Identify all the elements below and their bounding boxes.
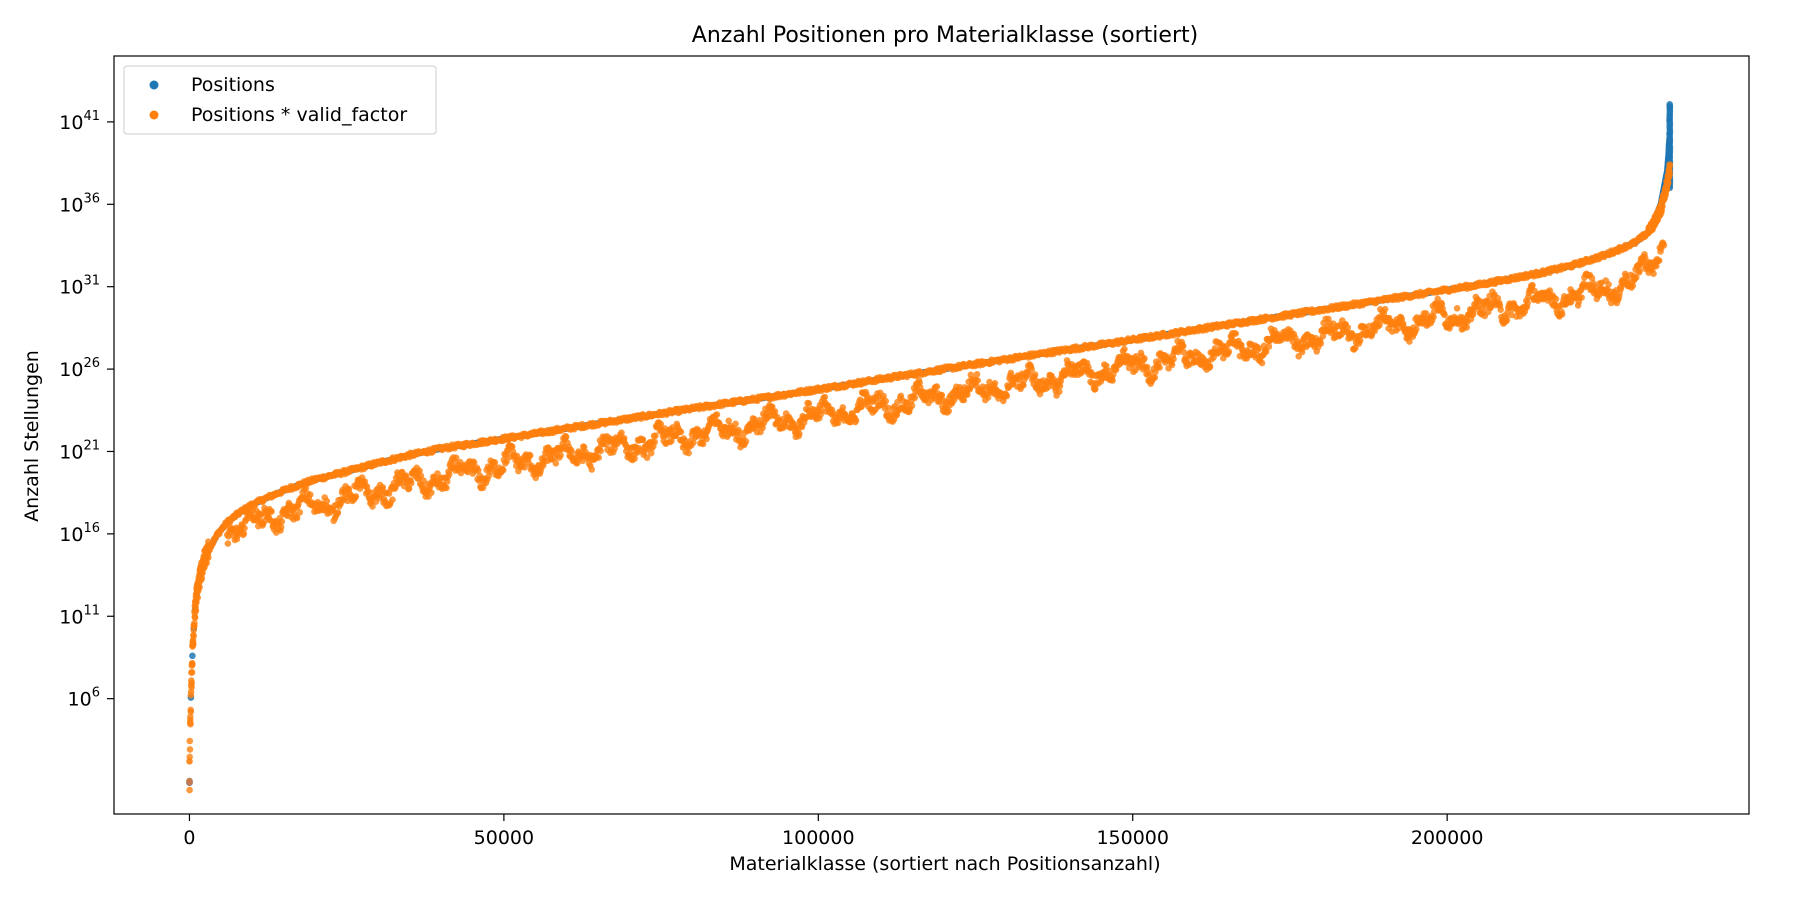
positions-valid-point (852, 417, 860, 424)
positions-valid-point (732, 420, 739, 428)
positions-valid-point (268, 508, 275, 515)
positions-valid-point (685, 449, 692, 457)
positions-valid-point (1003, 392, 1011, 400)
positions-valid-point (302, 484, 310, 492)
positions-valid-point (557, 451, 564, 459)
positions-valid-point (389, 496, 396, 504)
positions-valid-point (1156, 364, 1163, 371)
positions-valid-point (1381, 305, 1389, 313)
positions-valid-point (190, 641, 197, 648)
positions-valid-point (205, 554, 212, 561)
positions-valid-point (296, 509, 304, 516)
positions-valid-point (1258, 359, 1266, 367)
chart-title: Anzahl Positionen pro Materialklasse (so… (692, 23, 1198, 48)
positions-valid-point (323, 497, 331, 505)
positions-valid-point (1666, 172, 1673, 179)
positions-valid-point (713, 411, 721, 418)
positions-valid-point (1151, 374, 1159, 381)
positions-valid-point (568, 448, 575, 456)
plot-area (113, 55, 1750, 815)
positions-valid-point (974, 377, 981, 384)
positions-valid-point (651, 438, 658, 446)
positions-valid-point (1031, 371, 1039, 378)
positions-valid-point (677, 428, 685, 436)
positions-valid-point (379, 484, 387, 491)
positions-valid-point (805, 400, 813, 407)
positions-valid-point (186, 786, 193, 794)
positions-valid-point (1659, 202, 1666, 210)
positions-valid-point (188, 679, 195, 687)
positions-valid-point (191, 614, 199, 621)
positions-valid-point (552, 460, 560, 467)
positions-valid-point (1225, 348, 1233, 355)
positions-valid-point (1056, 388, 1063, 396)
positions-valid-point (821, 393, 829, 401)
positions-valid-point (1109, 377, 1116, 384)
positions-valid-point (911, 394, 919, 402)
positions-valid-point (945, 407, 952, 415)
positions-valid-point (1121, 345, 1128, 353)
positions-valid-point (443, 484, 450, 492)
positions-valid-point (933, 383, 941, 390)
positions-valid-point (188, 669, 196, 676)
positions-valid-point (499, 466, 507, 474)
positions-valid-point (196, 583, 203, 591)
positions-valid-point (241, 524, 248, 532)
positions-valid-point (908, 402, 916, 410)
positions-valid-point (1356, 337, 1364, 344)
plot-frame (113, 55, 1750, 815)
positions-valid-point (407, 479, 415, 487)
positions-valid-point (1170, 355, 1177, 363)
positions-valid-point (352, 493, 360, 500)
positions-valid-point (1265, 343, 1273, 350)
positions-valid-point (491, 459, 499, 466)
positions-valid-point (1206, 363, 1214, 370)
positions-point (189, 652, 196, 660)
positions-valid-point (597, 447, 604, 455)
positions-valid-point (526, 452, 534, 460)
positions-valid-point (334, 509, 342, 516)
positions-valid-point (194, 594, 201, 601)
positions-valid-point (187, 720, 194, 728)
positions-valid-point (248, 501, 256, 509)
positions-valid-point (595, 454, 602, 461)
positions-valid-point (1143, 363, 1151, 371)
positions-valid-point (703, 435, 710, 443)
positions-valid-point (991, 380, 999, 387)
positions-valid-point (428, 489, 435, 497)
positions-valid-point (839, 404, 847, 411)
positions-valid-point (278, 518, 286, 525)
positions-point (1666, 101, 1673, 108)
positions-valid-point (192, 607, 200, 614)
positions-valid-point (882, 397, 889, 405)
positions-valid-point (224, 540, 232, 547)
positions-valid-point (1179, 342, 1187, 350)
positions-valid-point (306, 491, 314, 498)
positions-valid-point (973, 371, 981, 378)
positions-valid-point (588, 466, 595, 473)
positions-valid-point (1666, 161, 1674, 168)
positions-valid-point (562, 433, 570, 441)
positions-valid-point (1344, 324, 1352, 331)
positions-valid-point (1141, 355, 1148, 362)
positions-valid-point (796, 430, 803, 438)
positions-valid-point (205, 538, 212, 545)
positions-valid-point (191, 619, 198, 627)
positions-valid-point (187, 708, 195, 716)
positions-valid-point (186, 746, 194, 753)
positions-valid-point (445, 470, 453, 478)
positions-valid-point (186, 737, 194, 745)
positions-valid-point (189, 660, 196, 668)
positions-valid-point (293, 514, 301, 522)
positions-valid-point (1413, 326, 1420, 333)
positions-valid-point (652, 432, 659, 440)
positions-valid-point (1317, 340, 1325, 347)
positions-valid-point (742, 438, 750, 445)
positions-valid-point (631, 455, 638, 462)
series-positions-valid-points (186, 161, 1674, 794)
positions-valid-point (1168, 361, 1176, 369)
positions-valid-point (1232, 330, 1239, 337)
